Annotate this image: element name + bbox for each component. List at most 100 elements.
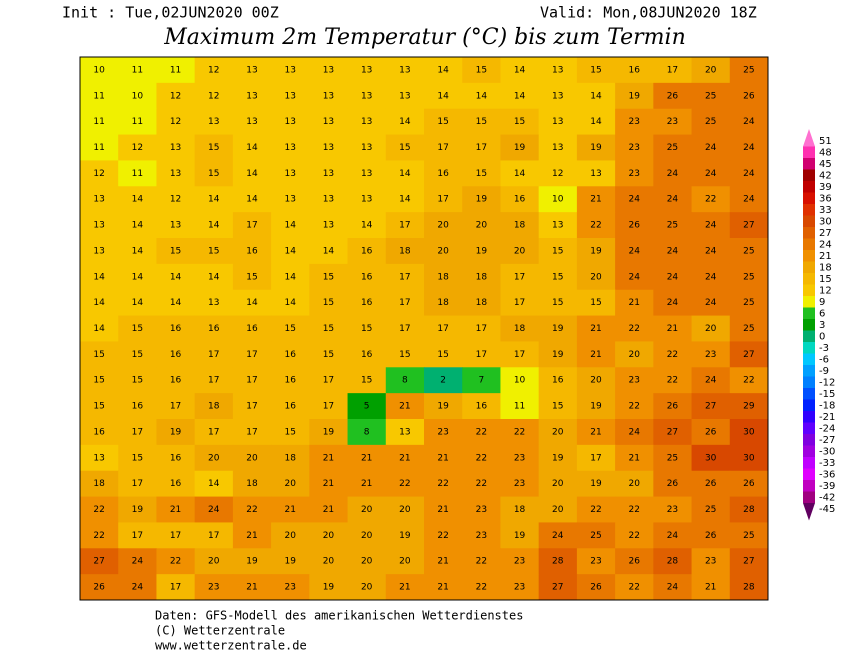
temperature-label: 11 [93,91,104,101]
footer-source: Daten: GFS-Modell des amerikanischen Wet… [155,609,523,623]
temperature-cell [118,574,157,601]
temperature-label: 21 [361,479,372,489]
temperature-label: 17 [399,272,410,282]
temperature-label: 23 [590,557,601,567]
temperature-label: 13 [246,117,257,127]
temperature-label: 26 [667,402,679,412]
temperature-cell [309,522,349,549]
temperature-label: 13 [93,221,104,231]
temperature-label: 13 [170,169,181,179]
temperature-cell [347,212,387,239]
colorbar-label: -6 [819,354,829,365]
temperature-label: 13 [552,91,563,101]
temperature-cell [615,160,654,187]
temperature-cell [462,522,501,549]
temperature-cell [576,419,616,446]
temperature-label: 14 [399,169,411,179]
temperature-cell [500,263,540,291]
temperature-label: 11 [514,402,525,412]
temperature-label: 13 [246,65,257,75]
colorbar-label: 42 [819,170,832,181]
colorbar-segment [803,480,815,492]
temperature-label: 17 [132,531,143,541]
temperature-label: 16 [476,402,488,412]
temperature-label: 19 [590,143,602,153]
temperature-label: 19 [323,427,335,437]
temperature-label: 17 [246,376,257,386]
temperature-cell [194,393,234,420]
temperature-label: 12 [93,169,104,179]
temperature-cell [462,393,501,420]
temperature-label: 21 [361,453,372,463]
temperature-cell [194,341,234,368]
temperature-cell [80,444,119,472]
colorbar-label: -18 [819,400,835,411]
temperature-cell [462,367,501,394]
temperature-cell [500,419,540,446]
temperature-cell [500,212,540,239]
init-time: Init : Tue,02JUN2020 00Z [62,4,279,22]
temperature-cell [156,238,196,265]
temperature-label: 13 [323,117,334,127]
temperature-label: 22 [590,221,601,231]
temperature-label: 13 [323,65,334,75]
temperature-label: 13 [323,195,334,205]
temperature-label: 14 [514,169,526,179]
temperature-label: 19 [514,531,526,541]
temperature-cell [615,212,654,239]
temperature-cell [232,212,272,239]
temperature-cell [653,263,693,291]
temperature-label: 11 [132,169,143,179]
temperature-label: 16 [170,350,182,360]
temperature-label: 19 [132,505,144,515]
temperature-cell [385,444,425,472]
temperature-label: 24 [132,583,144,593]
temperature-cell [576,289,616,317]
colorbar-label: 18 [819,262,832,273]
temperature-label: 16 [246,246,258,256]
temperature-label: 15 [323,324,334,334]
temperature-label: 14 [437,91,449,101]
temperature-label: 20 [399,505,411,515]
temperature-cell [729,82,769,110]
temperature-cell [691,419,731,446]
temperature-cell [156,212,196,239]
temperature-label: 13 [361,169,372,179]
temperature-label: 15 [476,117,487,127]
temperature-cell [424,82,463,110]
temperature-cell [691,315,731,342]
temperature-label: 14 [323,246,335,256]
footer-copyright: (C) Wetterzentrale [155,624,285,638]
temperature-cell [347,108,387,136]
temperature-label: 15 [552,298,563,308]
temperature-label: 22 [399,479,410,489]
colorbar-segment [803,181,815,193]
temperature-cell [576,160,616,187]
temperature-cell [232,444,272,472]
temperature-label: 21 [323,453,334,463]
temperature-cell [271,444,310,472]
temperature-label: 14 [93,272,105,282]
temperature-cell [347,574,387,601]
temperature-label: 16 [170,324,182,334]
temperature-label: 20 [284,531,296,541]
colorbar-label: 15 [819,274,832,285]
temperature-cell [118,367,157,394]
temperature-label: 14 [208,272,220,282]
temperature-cell [80,470,119,498]
temperature-label: 23 [705,350,716,360]
temperature-label: 21 [323,505,334,515]
temperature-label: 27 [667,427,678,437]
temperature-label: 13 [323,221,334,231]
temperature-cell [576,212,616,239]
temperature-cell [615,57,654,84]
temperature-label: 14 [284,221,296,231]
temperature-cell [156,574,196,601]
colorbar-label: -39 [819,481,835,492]
temperature-cell [615,496,654,523]
temperature-cell [309,82,349,110]
temperature-cell [653,496,693,523]
temperature-cell [156,419,196,446]
temperature-cell [691,367,731,394]
